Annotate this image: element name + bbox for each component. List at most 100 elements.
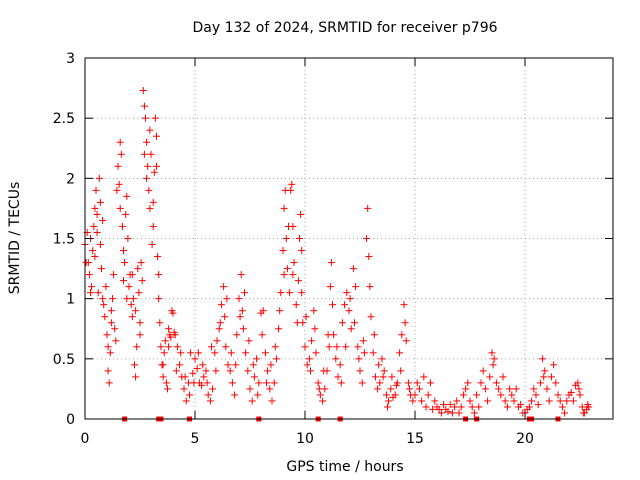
data-point [209, 385, 217, 393]
data-point [575, 385, 583, 393]
data-point [200, 373, 208, 381]
data-point [89, 247, 97, 255]
data-point [216, 319, 224, 327]
data-point [374, 385, 382, 393]
data-point [162, 379, 170, 387]
data-point [268, 397, 276, 405]
data-point [287, 186, 295, 194]
data-point [116, 138, 124, 146]
data-point [114, 162, 122, 170]
data-point [286, 289, 294, 297]
data-point [189, 369, 197, 377]
data-point [255, 379, 263, 387]
data-point [315, 385, 323, 393]
data-point [140, 102, 148, 110]
data-point [470, 409, 478, 417]
data-point [369, 349, 377, 357]
data-point [406, 385, 413, 393]
data-point [536, 379, 544, 387]
data-point [543, 385, 551, 393]
data-point [499, 373, 507, 381]
data-point [91, 204, 99, 212]
data-point [159, 361, 167, 369]
data-point [149, 198, 157, 206]
data-point [244, 367, 252, 375]
data-point [534, 401, 542, 409]
data-point [150, 168, 158, 176]
data-point [468, 403, 476, 411]
data-point [92, 186, 100, 194]
data-point [359, 337, 367, 345]
data-point [525, 403, 533, 411]
data-point [153, 132, 160, 140]
data-point [297, 210, 305, 218]
data-point [401, 319, 409, 327]
data-point [370, 331, 378, 339]
data-point [107, 319, 115, 327]
data-point [172, 367, 180, 375]
data-point [298, 289, 306, 297]
data-point [404, 379, 412, 387]
data-point [488, 349, 496, 357]
data-point [459, 391, 467, 399]
data-point [105, 379, 113, 387]
data-point [112, 337, 120, 345]
data-point [352, 283, 360, 291]
data-point [253, 355, 261, 363]
data-point [139, 86, 147, 94]
data-point [479, 367, 487, 375]
data-point [446, 401, 454, 409]
data-point [424, 391, 432, 399]
data-point [397, 367, 405, 375]
data-point [147, 150, 155, 158]
data-point [356, 367, 364, 375]
data-point [212, 367, 220, 375]
data-point [556, 397, 564, 405]
data-point [363, 235, 371, 242]
data-points [81, 86, 593, 422]
data-point [144, 162, 152, 170]
data-point [91, 253, 99, 261]
data-point [140, 150, 148, 158]
data-point [267, 361, 275, 369]
data-point [155, 295, 163, 303]
data-point [249, 361, 257, 369]
data-point [413, 379, 421, 387]
data-point [540, 373, 548, 381]
data-point [127, 301, 135, 309]
data-point [578, 403, 586, 411]
data-point [508, 391, 516, 399]
data-point [176, 361, 184, 369]
data-point [222, 343, 230, 351]
data-point [292, 301, 300, 309]
data-point [312, 349, 320, 357]
data-point [165, 325, 173, 333]
data-point [181, 373, 189, 381]
data-point [426, 379, 434, 387]
data-point [440, 401, 448, 409]
data-point [497, 391, 505, 399]
data-point [334, 373, 342, 381]
data-point [270, 379, 278, 387]
data-point [341, 301, 349, 309]
data-point [129, 295, 137, 303]
data-point [90, 222, 98, 230]
data-point [305, 355, 313, 363]
data-point [501, 397, 509, 405]
data-point [194, 349, 202, 357]
data-point [552, 379, 560, 387]
data-point [111, 325, 119, 333]
data-point [102, 283, 110, 291]
data-point [171, 331, 179, 339]
data-point [289, 271, 297, 279]
data-point [280, 271, 288, 279]
y-axis-label: SRMTID / TECUs [7, 182, 23, 295]
data-point [282, 235, 290, 242]
data-point [367, 313, 375, 321]
data-point [378, 355, 386, 363]
data-point [398, 331, 406, 339]
data-point [136, 319, 144, 327]
data-point [376, 379, 384, 387]
data-point [333, 343, 341, 351]
